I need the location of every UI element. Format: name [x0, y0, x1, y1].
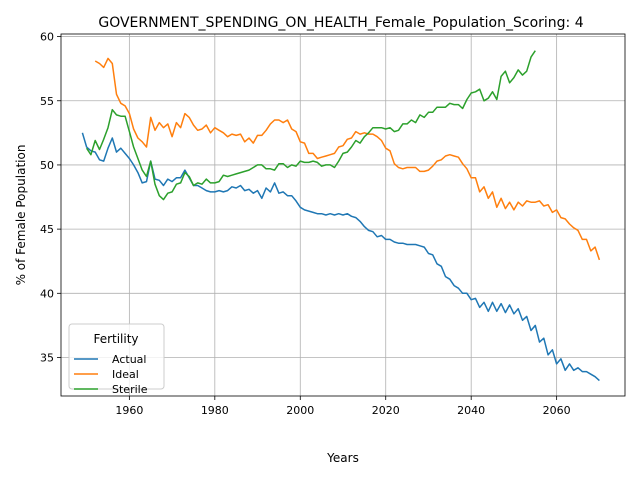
- y-tick-label: 40: [40, 287, 54, 300]
- legend-items: Actual Ideal Sterile: [74, 353, 148, 396]
- legend-title: Fertility: [93, 332, 138, 346]
- plot-area-frame: [60, 33, 626, 397]
- x-tick-label: 2040: [457, 404, 485, 417]
- x-axis-ticks: 1960 1980 2000 2020 2040 2060: [115, 396, 571, 417]
- x-tick-label: 2000: [286, 404, 314, 417]
- x-tick-label: 2020: [372, 404, 400, 417]
- y-tick-label: 35: [40, 351, 54, 364]
- series-line-sterile: [85, 50, 536, 201]
- x-tick-label: 1980: [201, 404, 229, 417]
- y-axis-label: % of Female Population: [14, 145, 28, 286]
- series-line-ideal: [94, 57, 601, 261]
- series-line-actual: [81, 132, 600, 382]
- x-tick-label: 1960: [115, 404, 143, 417]
- legend-label-sterile: Sterile: [112, 383, 148, 396]
- y-tick-label: 50: [40, 159, 54, 172]
- y-tick-label: 45: [40, 223, 54, 236]
- chart-title: GOVERNMENT_SPENDING_ON_HEALTH_Female_Pop…: [98, 15, 583, 31]
- y-tick-label: 55: [40, 95, 54, 108]
- legend-box: [68, 323, 165, 390]
- legend-label-ideal: Ideal: [112, 368, 139, 381]
- series-lines: [81, 50, 601, 382]
- y-tick-label: 60: [40, 31, 54, 44]
- y-axis-ticks: 35 40 45 50 55 60: [40, 31, 61, 364]
- legend-label-actual: Actual: [112, 353, 146, 366]
- legend: Fertility Actual Ideal Sterile: [68, 323, 165, 396]
- x-axis-label: Years: [326, 451, 359, 465]
- x-tick-label: 2060: [543, 404, 571, 417]
